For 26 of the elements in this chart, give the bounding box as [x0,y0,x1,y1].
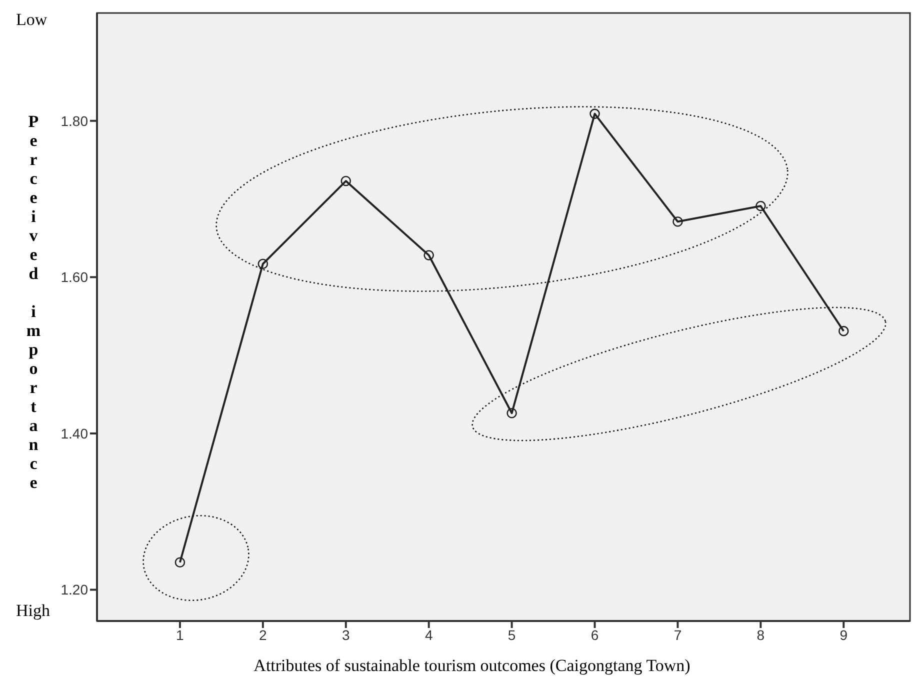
point [424,250,434,260]
y-tick-label: 1.60 [60,269,88,286]
x-tick-label: 1 [176,626,184,643]
x-tick-label: 5 [508,626,516,643]
point [506,408,517,418]
x-tick-label: 7 [674,626,682,643]
y-axis-title: Perceived importance [23,112,44,492]
point [672,216,683,227]
x-tick-label: 6 [590,626,599,643]
x-axis-title: Attributes of sustainable tourism outcomes (Caigongtang Town) [252,656,692,676]
point [756,200,766,212]
text: Low [16,10,48,30]
x-tick-label: 8 [756,626,765,643]
y-tick-label: 1.20 [60,582,88,598]
point [340,176,352,186]
x-tick-label: 9 [840,626,848,643]
x-tick-label: 2 [259,626,268,643]
y-tick-label: 1.40 [60,425,88,442]
y-tick-label: 1.80 [60,112,88,129]
point [258,258,268,270]
point [590,108,600,119]
text: High [16,601,50,621]
point [838,326,849,336]
point [174,557,186,568]
x-tick-label: 3 [342,626,350,643]
x-tick-label: 4 [424,626,433,643]
